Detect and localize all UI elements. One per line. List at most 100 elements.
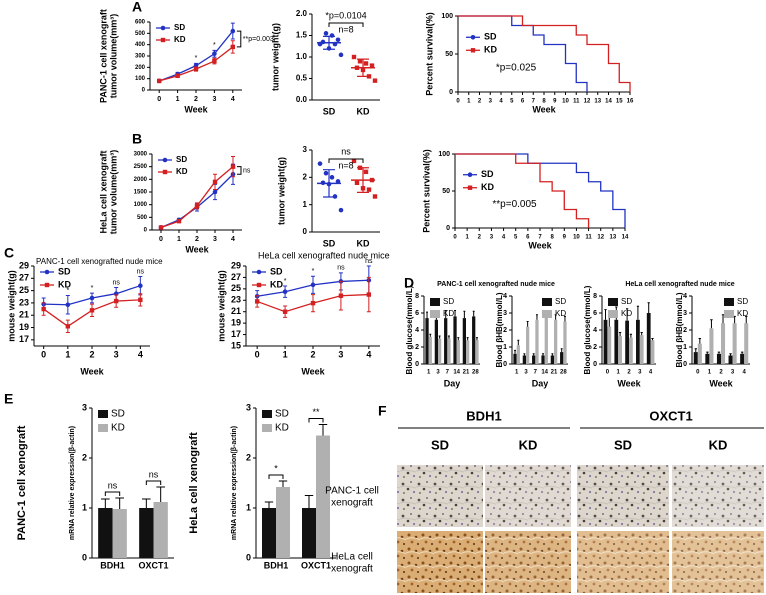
y-axis-label: Blood glucose(mmol/L) [583,285,592,374]
error-bar [636,305,640,320]
y-tick-label: 25 [19,285,29,295]
legend-label: SD [621,297,632,306]
legend-swatch [430,310,440,318]
bar [721,323,726,364]
x-axis-label: Week [709,378,733,388]
error-bar [640,332,643,336]
bar [513,353,517,364]
bar [563,321,567,364]
x-tick-label: OXCT1 [301,560,331,570]
legend-label: SD [443,297,454,306]
bar [472,316,476,364]
side-label: HeLa cell xenograft [188,432,200,534]
panel-f [397,427,764,593]
x-tick-label: 1 [515,370,519,376]
y-axis-label: mouse weight(g) [6,270,16,342]
x-tick-label: 14 [622,235,629,241]
bar [462,318,466,364]
bar [532,355,536,364]
panel-label: C [4,245,14,261]
x-tick-label: 5 [510,99,514,105]
x-tick-label: 3 [213,236,217,243]
error-bar [710,319,713,329]
bar [541,355,545,364]
group-header: SD [431,437,449,452]
error-bar [264,501,274,508]
legend-label: KD [58,279,71,289]
x-axis-label: Week [617,378,641,388]
annotation: ** [312,407,320,417]
y-tick-label: 29 [231,260,241,270]
data-point [338,293,344,298]
y-tick-label: 600 [135,20,146,26]
legend-marker [44,282,50,288]
y-tick-label: 100 [441,13,453,20]
error-bar [740,351,744,354]
row-label: PANC-1 cell [325,486,379,497]
chart-title: PANC-1 cell xenografted nude mice [36,257,163,266]
annotation: ns [108,480,118,490]
x-tick-label: SD [323,238,336,248]
x-tick-label: 1 [65,349,70,359]
data-point [41,306,46,312]
legend-label: KD [555,309,566,318]
y-tick-label: 2 [503,327,507,334]
x-tick-label: 4 [743,370,747,376]
annotation: * [312,268,315,275]
series-line [160,173,234,229]
error-bar [647,302,650,313]
x-tick-label: 3 [731,370,735,376]
data-point [372,194,378,199]
y-tick-label: 21 [231,306,241,316]
annotation: * [274,463,278,473]
annotation: ns [365,258,373,265]
data-point [176,218,182,224]
y-axis-label: Blood βHB(mmol/L) [495,292,504,367]
data-point [323,170,329,176]
annotation: *p=0.025 [496,62,537,73]
error-bar [278,480,288,487]
annotation: * [66,287,69,294]
y-tick-label: 15 [231,340,241,350]
data-point [366,187,372,192]
bar [705,353,710,364]
survival-curve [455,153,590,228]
data-point [363,61,369,66]
bar [153,502,168,558]
bar [276,487,290,558]
y-tick-label: 21 [19,310,29,320]
error-bar [475,337,478,341]
y-axis-label: tumor weight(g) [270,23,280,91]
annotation: ns [137,268,145,275]
annotation: **p=0.003 [243,36,274,43]
y-tick-label: 100 [438,151,450,158]
data-point [89,295,95,301]
bar [98,508,113,558]
y-tick-label: 100 [135,76,146,82]
x-tick-label: 3 [338,349,343,359]
x-tick-label: 3 [638,370,642,376]
error-bar [706,351,709,354]
error-bar [429,333,432,337]
legend-label: KD [270,279,283,289]
annotation: ns [243,167,251,174]
bracket [236,30,242,48]
x-tick-label: 16 [627,99,634,105]
data-point [113,298,119,304]
data-point [351,54,357,60]
data-point [366,292,372,297]
legend-label: KD [275,423,289,434]
x-tick-label: 28 [560,370,567,376]
y-tick-label: 4 [415,327,419,334]
bracket [145,480,162,485]
x-tick-label: KD [357,106,370,116]
data-point [369,63,375,68]
bar [526,326,530,364]
annotation: * [213,42,216,49]
x-tick-label: 0 [453,235,457,241]
bar [554,319,558,364]
data-point [230,164,236,169]
y-axis-label: PANC-1 cell xenograft [98,9,108,103]
bar [636,319,640,364]
data-point [212,58,217,64]
